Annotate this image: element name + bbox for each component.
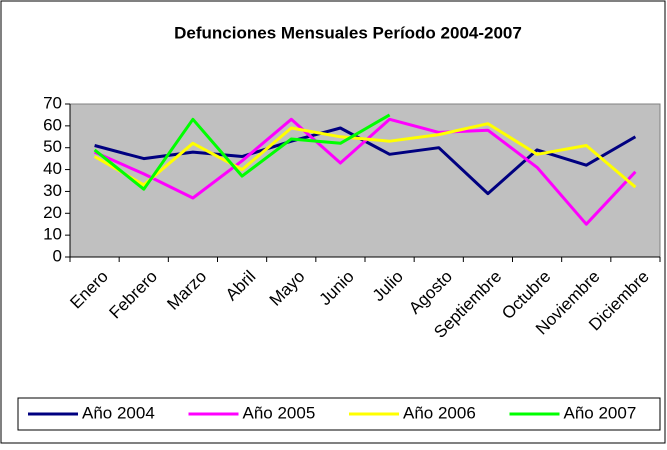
series-line — [93, 117, 637, 226]
legend-label: Año 2004 — [82, 403, 155, 422]
y-tick-label: 10 — [43, 225, 62, 244]
y-tick-label: 60 — [43, 115, 62, 134]
y-tick-label: 20 — [43, 203, 62, 222]
y-tick-label: 70 — [43, 93, 62, 112]
legend-label: Año 2005 — [243, 403, 316, 422]
legend-label: Año 2006 — [403, 403, 476, 422]
y-tick-label: 50 — [43, 137, 62, 156]
y-tick-label: 0 — [53, 246, 62, 265]
y-tick-label: 30 — [43, 181, 62, 200]
chart-title: Defunciones Mensuales Período 2004-2007 — [174, 23, 522, 42]
legend-label: Año 2007 — [564, 403, 637, 422]
y-tick-label: 40 — [43, 159, 62, 178]
series-line — [93, 122, 637, 189]
series-line — [93, 113, 391, 191]
